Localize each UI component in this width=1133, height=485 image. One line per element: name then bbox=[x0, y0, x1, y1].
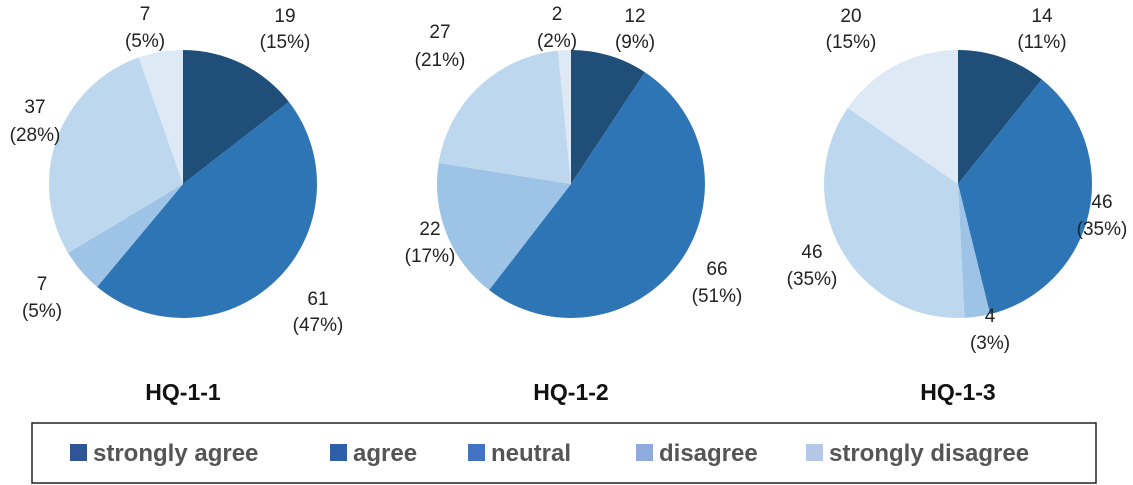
legend-swatch bbox=[70, 444, 87, 461]
legend-box bbox=[31, 422, 1097, 484]
pie-slice-strongly-disagree bbox=[824, 107, 965, 318]
pie-slice-agree bbox=[958, 79, 1093, 315]
slice-percent-label: (5%) bbox=[22, 301, 62, 322]
chart-title: HQ-1-1 bbox=[145, 379, 221, 405]
pie-slice-strongly-disagree bbox=[48, 57, 183, 253]
slice-percent-label: (47%) bbox=[293, 315, 344, 336]
pie-chart-1: 19 (15%) 61 (47%) 7 (5%) 37 (28%) 7 (5%) HQ-1-1 bbox=[10, 4, 344, 405]
pie-slice-strongly-agree bbox=[958, 50, 1042, 184]
slice-percent-label: (51%) bbox=[692, 286, 743, 307]
pie-charts-group: 19 (15%) 61 (47%) 7 (5%) 37 (28%) 7 (5%) HQ-1-1 12 (… bbox=[10, 4, 1128, 405]
legend-swatch bbox=[468, 444, 485, 461]
slice-value-label: 37 bbox=[24, 97, 45, 118]
legend-label: strongly disagree bbox=[829, 440, 1029, 467]
slice-value-label: 12 bbox=[624, 6, 645, 27]
slice-percent-label: (5%) bbox=[125, 31, 165, 52]
slice-value-label: 7 bbox=[140, 4, 151, 25]
pie-chart-3: 14 (11%) 46 (35%) 4 (3%) 46 (35%) 20 (15%) HQ-1-3 bbox=[787, 6, 1128, 405]
legend-label: disagree bbox=[659, 440, 758, 467]
slice-value-label: 14 bbox=[1031, 6, 1053, 27]
legend-label: agree bbox=[353, 440, 417, 467]
pie-slice-agree bbox=[97, 101, 317, 318]
legend-swatch bbox=[636, 444, 653, 461]
legend-item-strongly-agree: strongly agree bbox=[70, 440, 258, 467]
slice-value-label: 22 bbox=[419, 219, 440, 240]
legend-item-strongly-disagree: strongly disagree bbox=[806, 440, 1029, 467]
slice-percent-label: (11%) bbox=[1017, 32, 1066, 53]
legend-swatch bbox=[806, 444, 823, 461]
pie-chart-2: 12 (9%) 66 (51%) 22 (17%) 27 (21%) 2 (2%) HQ-1-2 bbox=[405, 4, 743, 405]
slice-value-label: 66 bbox=[706, 259, 727, 280]
slice-value-label: 27 bbox=[429, 22, 450, 43]
slice-value-label: 19 bbox=[274, 6, 295, 27]
legend-swatch bbox=[330, 444, 347, 461]
slice-percent-label: (17%) bbox=[405, 246, 456, 267]
pie-slice-other bbox=[557, 50, 571, 184]
slice-percent-label: (28%) bbox=[10, 125, 61, 146]
pie-slice-disagree bbox=[437, 162, 571, 291]
pie-slice-agree bbox=[489, 72, 705, 318]
legend-item-disagree: disagree bbox=[636, 440, 758, 467]
slice-percent-label: (9%) bbox=[615, 32, 655, 53]
pie-slice-disagree bbox=[958, 184, 991, 318]
slice-value-label: 46 bbox=[1091, 192, 1112, 213]
legend-item-neutral: neutral bbox=[468, 440, 571, 467]
slice-value-label: 20 bbox=[840, 6, 861, 27]
slice-percent-label: (2%) bbox=[537, 31, 577, 52]
legend-item-agree: agree bbox=[330, 440, 417, 467]
slice-percent-label: (35%) bbox=[787, 269, 838, 290]
pie-slice-other bbox=[138, 50, 183, 184]
legend-label: neutral bbox=[491, 440, 571, 467]
pie-slice-disagree bbox=[68, 184, 183, 287]
chart-title: HQ-1-2 bbox=[533, 379, 608, 405]
pie-slice-strongly-disagree bbox=[438, 50, 571, 184]
slice-percent-label: (15%) bbox=[260, 32, 311, 53]
pie-slice-strongly-agree bbox=[183, 50, 289, 184]
slice-value-label: 7 bbox=[37, 274, 48, 295]
pie-slice-other bbox=[847, 50, 958, 184]
slice-percent-label: (35%) bbox=[1077, 219, 1128, 240]
slice-value-label: 61 bbox=[307, 289, 328, 310]
slice-value-label: 4 bbox=[985, 306, 996, 327]
legend-label: strongly agree bbox=[93, 440, 258, 467]
legend: strongly agree agree neutral disagree strong… bbox=[70, 440, 1029, 467]
slice-value-label: 2 bbox=[552, 4, 563, 25]
chart-title: HQ-1-3 bbox=[920, 379, 995, 405]
slice-percent-label: (15%) bbox=[826, 32, 877, 53]
slice-percent-label: (21%) bbox=[415, 50, 466, 71]
pie-slice-strongly-agree bbox=[571, 50, 645, 184]
slice-value-label: 46 bbox=[801, 242, 822, 263]
slice-percent-label: (3%) bbox=[970, 333, 1010, 354]
